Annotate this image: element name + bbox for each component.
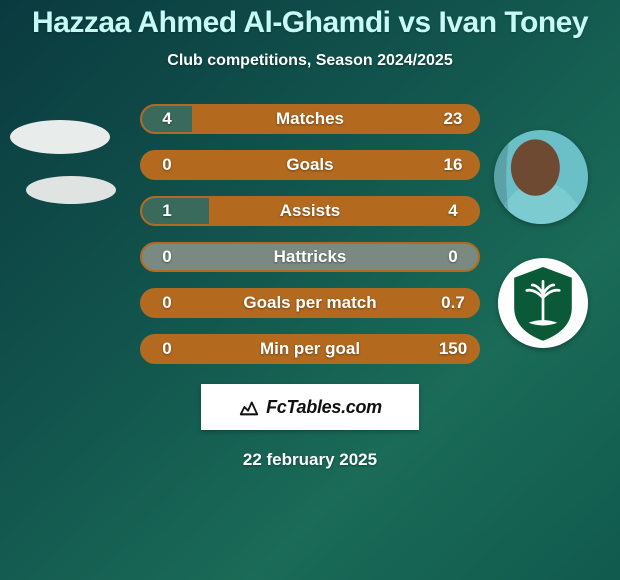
- stats-list: 4Matches230Goals161Assists40Hattricks00G…: [0, 104, 620, 364]
- stat-value-left: 0: [142, 293, 192, 313]
- brand-logo-icon: [238, 396, 260, 418]
- stat-value-left: 1: [142, 201, 192, 221]
- brand-box: FcTables.com: [201, 384, 419, 430]
- page-title: Hazzaa Ahmed Al-Ghamdi vs Ivan Toney: [32, 6, 588, 40]
- stat-label: Hattricks: [192, 247, 428, 267]
- infographic-root: Hazzaa Ahmed Al-Ghamdi vs Ivan Toney Clu…: [0, 0, 620, 580]
- stat-value-right: 23: [428, 109, 478, 129]
- stat-value-right: 0.7: [428, 293, 478, 313]
- stat-row-assists: 1Assists4: [140, 196, 480, 226]
- stat-label: Min per goal: [192, 339, 428, 359]
- stat-value-right: 4: [428, 201, 478, 221]
- stat-label: Matches: [192, 109, 428, 129]
- stat-value-right: 16: [428, 155, 478, 175]
- date-text: 22 february 2025: [243, 450, 377, 470]
- stat-value-right: 150: [428, 339, 478, 359]
- stat-label: Goals per match: [192, 293, 428, 313]
- content-column: Hazzaa Ahmed Al-Ghamdi vs Ivan Toney Clu…: [0, 0, 620, 580]
- subtitle: Club competitions, Season 2024/2025: [167, 52, 452, 70]
- stat-label: Goals: [192, 155, 428, 175]
- stat-label: Assists: [192, 201, 428, 221]
- stat-value-right: 0: [428, 247, 478, 267]
- stat-value-left: 0: [142, 339, 192, 359]
- stat-value-left: 0: [142, 155, 192, 175]
- stat-value-left: 4: [142, 109, 192, 129]
- brand-text: FcTables.com: [266, 397, 382, 418]
- stat-row-goals-per-match: 0Goals per match0.7: [140, 288, 480, 318]
- stat-row-hattricks: 0Hattricks0: [140, 242, 480, 272]
- stat-row-matches: 4Matches23: [140, 104, 480, 134]
- stat-row-goals: 0Goals16: [140, 150, 480, 180]
- stat-row-min-per-goal: 0Min per goal150: [140, 334, 480, 364]
- stat-value-left: 0: [142, 247, 192, 267]
